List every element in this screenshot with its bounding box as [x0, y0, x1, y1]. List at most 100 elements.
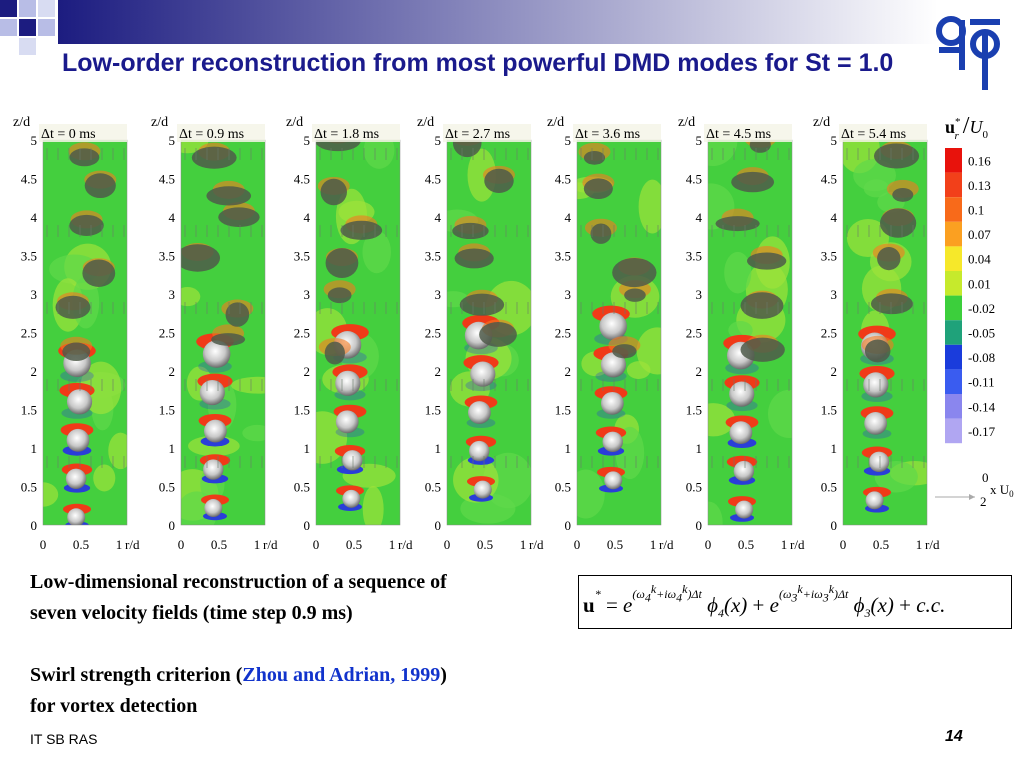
vortex-core: [600, 391, 624, 415]
f-open: (: [778, 587, 783, 601]
y-tick-label: 3: [831, 287, 838, 302]
field-patch: [626, 361, 651, 379]
f-mode: 4: [717, 606, 724, 621]
y-tick-label: 5: [169, 133, 176, 148]
vortex-blob: [864, 339, 891, 363]
x-tick-label: 0.5: [738, 537, 754, 552]
x-axis-label: r/d: [659, 537, 674, 552]
vortex-blob: [870, 293, 913, 315]
y-tick-label: 0.5: [425, 480, 441, 495]
vortex-core: [604, 471, 623, 490]
field-patch: [724, 251, 752, 294]
scale-arrowhead: [969, 494, 975, 500]
contour-field: [43, 140, 127, 525]
field-patch: [93, 464, 116, 492]
y-tick-label: 3: [696, 287, 703, 302]
f-mode: 3: [791, 590, 798, 605]
x-tick-label: 0: [444, 537, 451, 552]
y-tick-label: 5: [565, 133, 572, 148]
vortex-blob: [82, 259, 116, 287]
y-axis-label: z/d: [151, 115, 168, 130]
scale-unit-text: x U: [990, 482, 1010, 497]
y-tick-label: 2.5: [425, 326, 441, 341]
vortex-blob: [55, 295, 91, 319]
vortex-blob: [879, 208, 917, 238]
note-line: for vortex detection: [30, 695, 198, 717]
scale-unit-subscript: 0: [1009, 489, 1014, 499]
f-dt: Δt: [691, 587, 702, 601]
x-tick-label: 0: [840, 537, 847, 552]
vortex-blob: [84, 173, 116, 199]
x-tick-label: 0: [705, 537, 712, 552]
field-patch: [708, 403, 736, 437]
y-tick-label: 1.5: [425, 403, 441, 418]
y-tick-label: 0: [435, 518, 442, 533]
y-tick-label: 2: [565, 364, 572, 379]
f-i: i: [664, 587, 668, 601]
y-tick-label: 2.5: [821, 326, 837, 341]
vortex-core: [470, 361, 496, 387]
y-tick-label: 2: [831, 364, 838, 379]
formula: u* = e(ω4k+iω4k)Δt ϕ4(x) + e(ω3k+iω3k)Δt…: [578, 575, 1012, 629]
vortex-blob: [459, 293, 505, 316]
y-tick-label: 2.5: [294, 326, 310, 341]
time-box: [39, 124, 127, 142]
f-plus: +: [802, 587, 811, 601]
colorbar-level: 0.1: [968, 203, 984, 218]
y-tick-label: 1.5: [821, 403, 837, 418]
colorbar-swatch: [945, 172, 962, 198]
y-tick-label: 1.5: [686, 403, 702, 418]
f-phi: ϕ: [853, 593, 865, 617]
x-tick-label: 1: [781, 537, 788, 552]
colorbar-swatch: [945, 394, 962, 419]
x-tick-label: 0.5: [873, 537, 889, 552]
y-tick-label: 4: [435, 210, 442, 225]
y-tick-label: 4.5: [425, 172, 441, 187]
contour-field: [316, 140, 400, 525]
label-divisor: U: [969, 117, 983, 137]
caption-line: Low-dimensional reconstruction of a sequ…: [30, 571, 447, 593]
colorbar-level: 0.13: [968, 178, 991, 193]
vortex-blob: [731, 171, 775, 193]
vortex-core: [863, 372, 889, 398]
y-tick-label: 4.5: [159, 172, 175, 187]
vortex-blob: [69, 148, 100, 167]
vortex-core: [199, 379, 225, 406]
title: Low-order reconstruction from most power…: [62, 49, 894, 77]
y-axis-label: z/d: [547, 115, 564, 130]
time-label: Δt = 1.8 ms: [314, 127, 379, 142]
panels: Δt = 0 msz/d54.543.532.521.510.500 0.5 1 r/…: [13, 115, 940, 552]
f-arg: (x): [870, 593, 894, 617]
y-tick-label: 4: [304, 210, 311, 225]
x-tick-label: 1: [116, 537, 123, 552]
y-tick-label: 1: [435, 441, 442, 456]
y-tick-label: 3: [169, 287, 176, 302]
reference-link[interactable]: Zhou and Adrian, 1999: [242, 664, 441, 686]
vortex-core: [468, 401, 491, 424]
vortex-core: [342, 450, 363, 471]
vortex-blob: [325, 248, 359, 278]
colorbar: 0.16 0.13 0.1 0.07 0.04 0.01 -0.02 -0.05 -0.08 -0…: [945, 148, 996, 444]
label-subscript: r: [955, 130, 960, 142]
y-axis-label: z/d: [286, 115, 303, 130]
vortex-blob: [316, 140, 361, 152]
vortex-blob: [484, 168, 514, 193]
vortex-blob: [452, 222, 489, 240]
colorbar-level: 0.07: [968, 227, 991, 242]
vortex-blob: [877, 246, 901, 271]
colorbar-swatch: [945, 320, 962, 345]
y-tick-label: 2: [304, 364, 311, 379]
y-axis-label: z/d: [678, 115, 695, 130]
panel: Δt = 1.8 ms z/d5 4.5 4 3.5 3 2.5 2 1.5 1 0.5 00 0.5 1…: [286, 115, 413, 552]
y-tick-label: 0.5: [555, 480, 571, 495]
contour-field: [181, 140, 265, 525]
field-patch: [43, 482, 59, 507]
vortex-core: [599, 312, 627, 341]
vortex-blob: [62, 342, 91, 362]
vortex-core: [335, 410, 359, 434]
x-tick-label: 1: [916, 537, 923, 552]
y-tick-label: 3.5: [821, 249, 837, 264]
time-box: [312, 124, 400, 142]
y-tick-label: 4: [831, 210, 838, 225]
